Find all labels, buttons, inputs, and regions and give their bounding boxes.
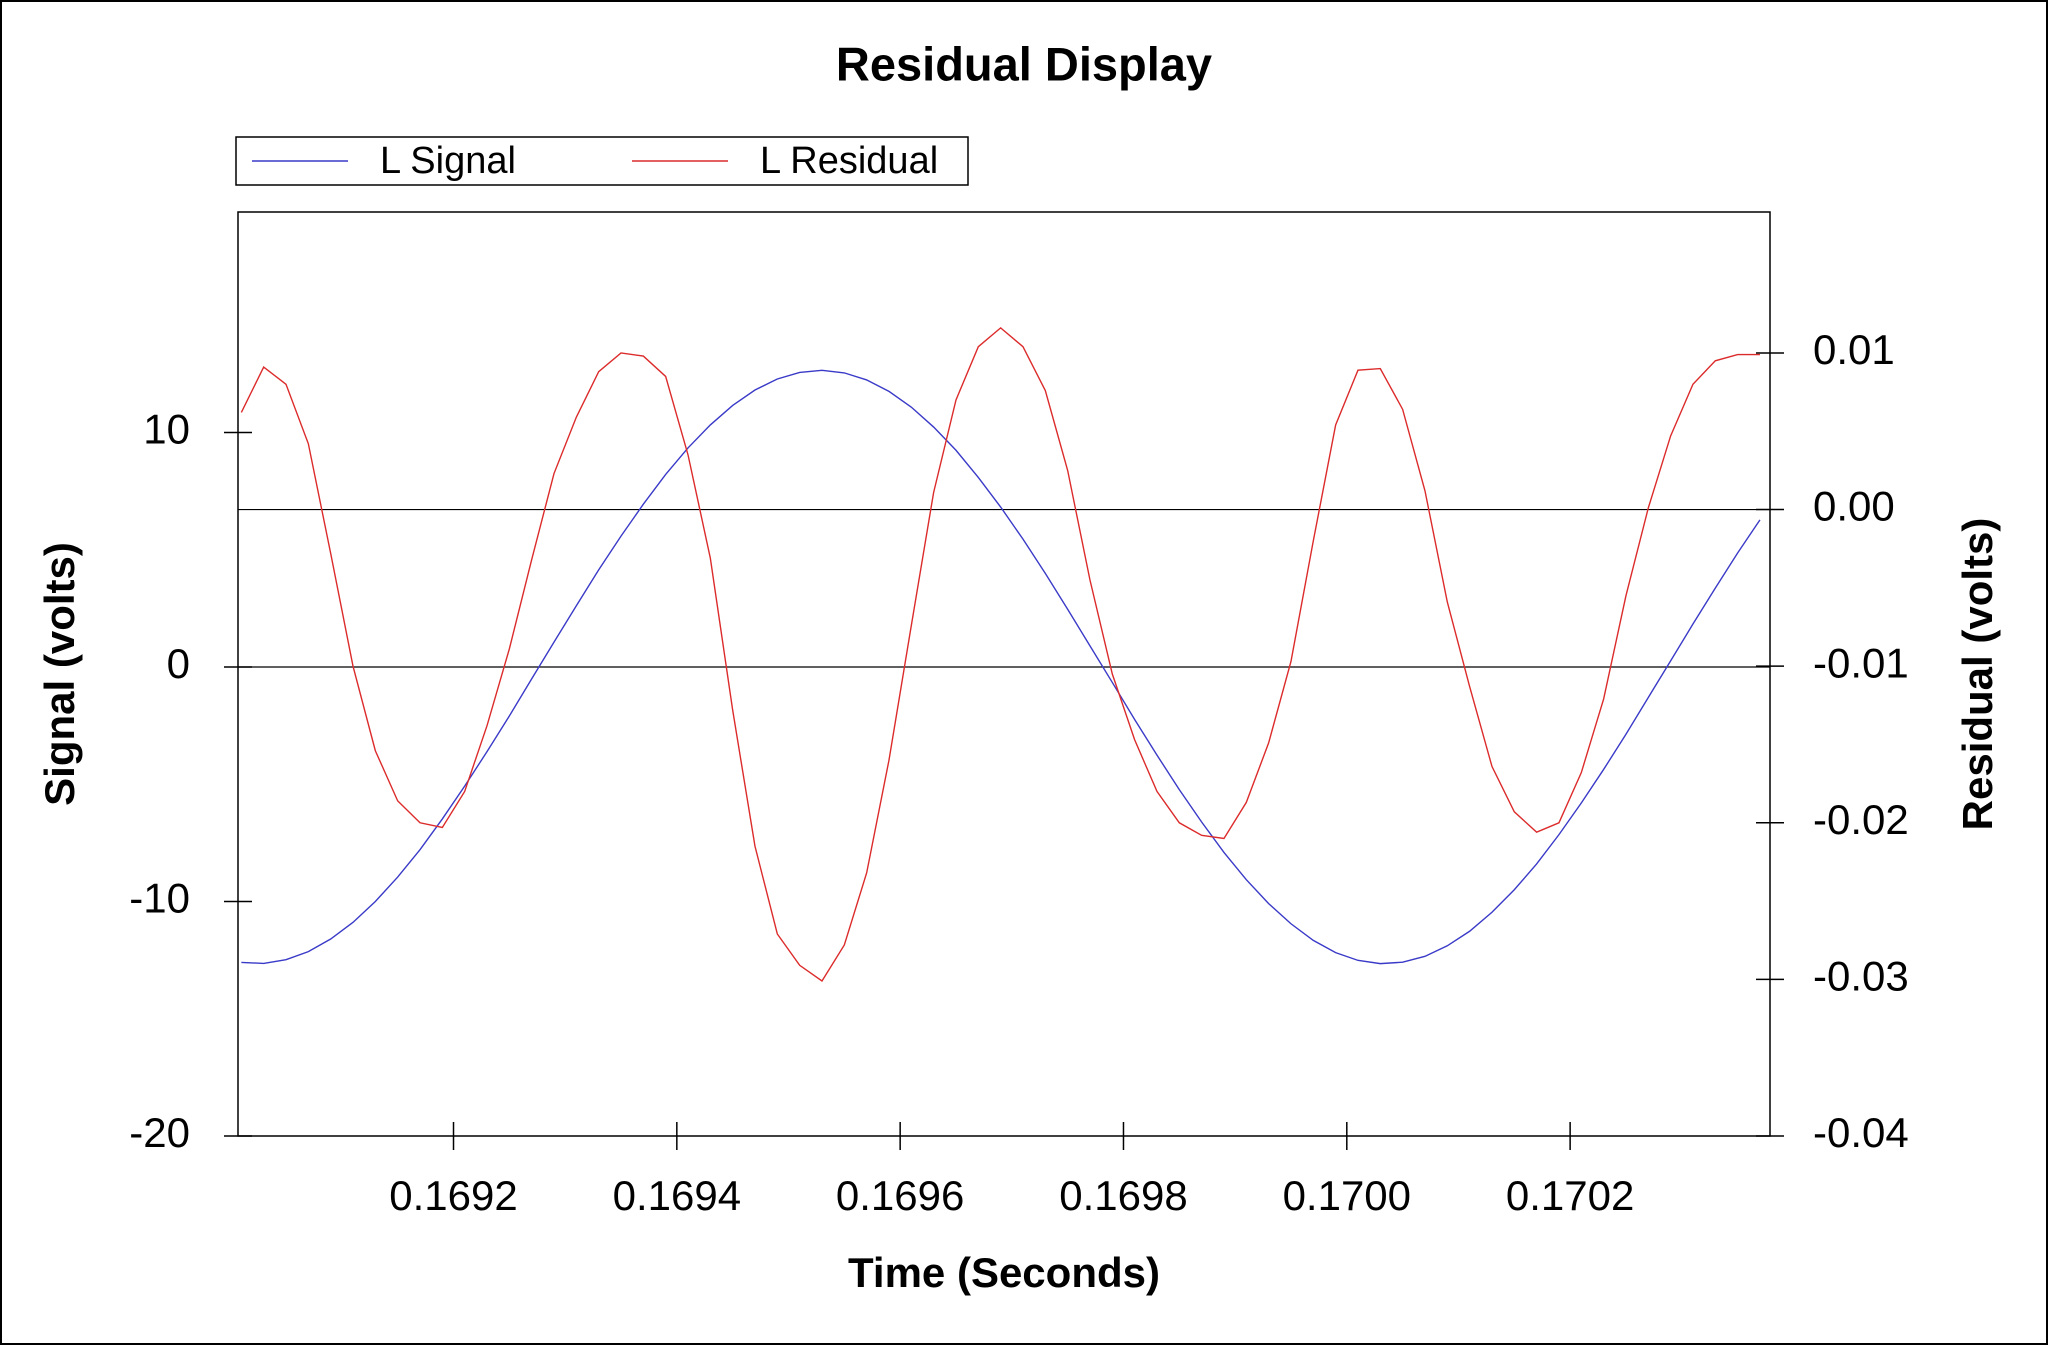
y2-tick-label: -0.03	[1813, 952, 1909, 999]
x-tick-label: 0.1692	[389, 1172, 517, 1219]
y-tick-label: 10	[143, 406, 190, 453]
x-tick-label: 0.1698	[1059, 1172, 1187, 1219]
plot-frame	[237, 211, 1771, 1137]
x-tick-label: 0.1696	[836, 1172, 964, 1219]
y2-tick-label: -0.04	[1813, 1109, 1909, 1156]
legend-box	[235, 136, 969, 186]
series-line	[241, 369, 1761, 965]
legend-label: L Residual	[760, 140, 938, 182]
y-tick-label: 0	[167, 640, 190, 687]
y-tick-label: -10	[129, 875, 190, 922]
x-tick-label: 0.1700	[1283, 1172, 1411, 1219]
y2-tick-label: 0.01	[1813, 326, 1895, 373]
y2-tick-label: 0.00	[1813, 483, 1895, 530]
y2-tick-label: -0.02	[1813, 796, 1909, 843]
y2-tick-label: -0.01	[1813, 639, 1909, 686]
x-axis-title: Time (Seconds)	[848, 1249, 1160, 1296]
x-tick-label: 0.1702	[1506, 1172, 1634, 1219]
chart-title: Residual Display	[836, 37, 1212, 90]
x-tick-label: 0.1694	[613, 1172, 741, 1219]
y-axis-title: Signal (volts)	[36, 542, 83, 806]
y-tick-label: -20	[129, 1109, 190, 1156]
series-line	[240, 326, 1760, 982]
y2-axis-title: Residual (volts)	[1954, 518, 2001, 831]
legend-label: L Signal	[380, 140, 516, 182]
